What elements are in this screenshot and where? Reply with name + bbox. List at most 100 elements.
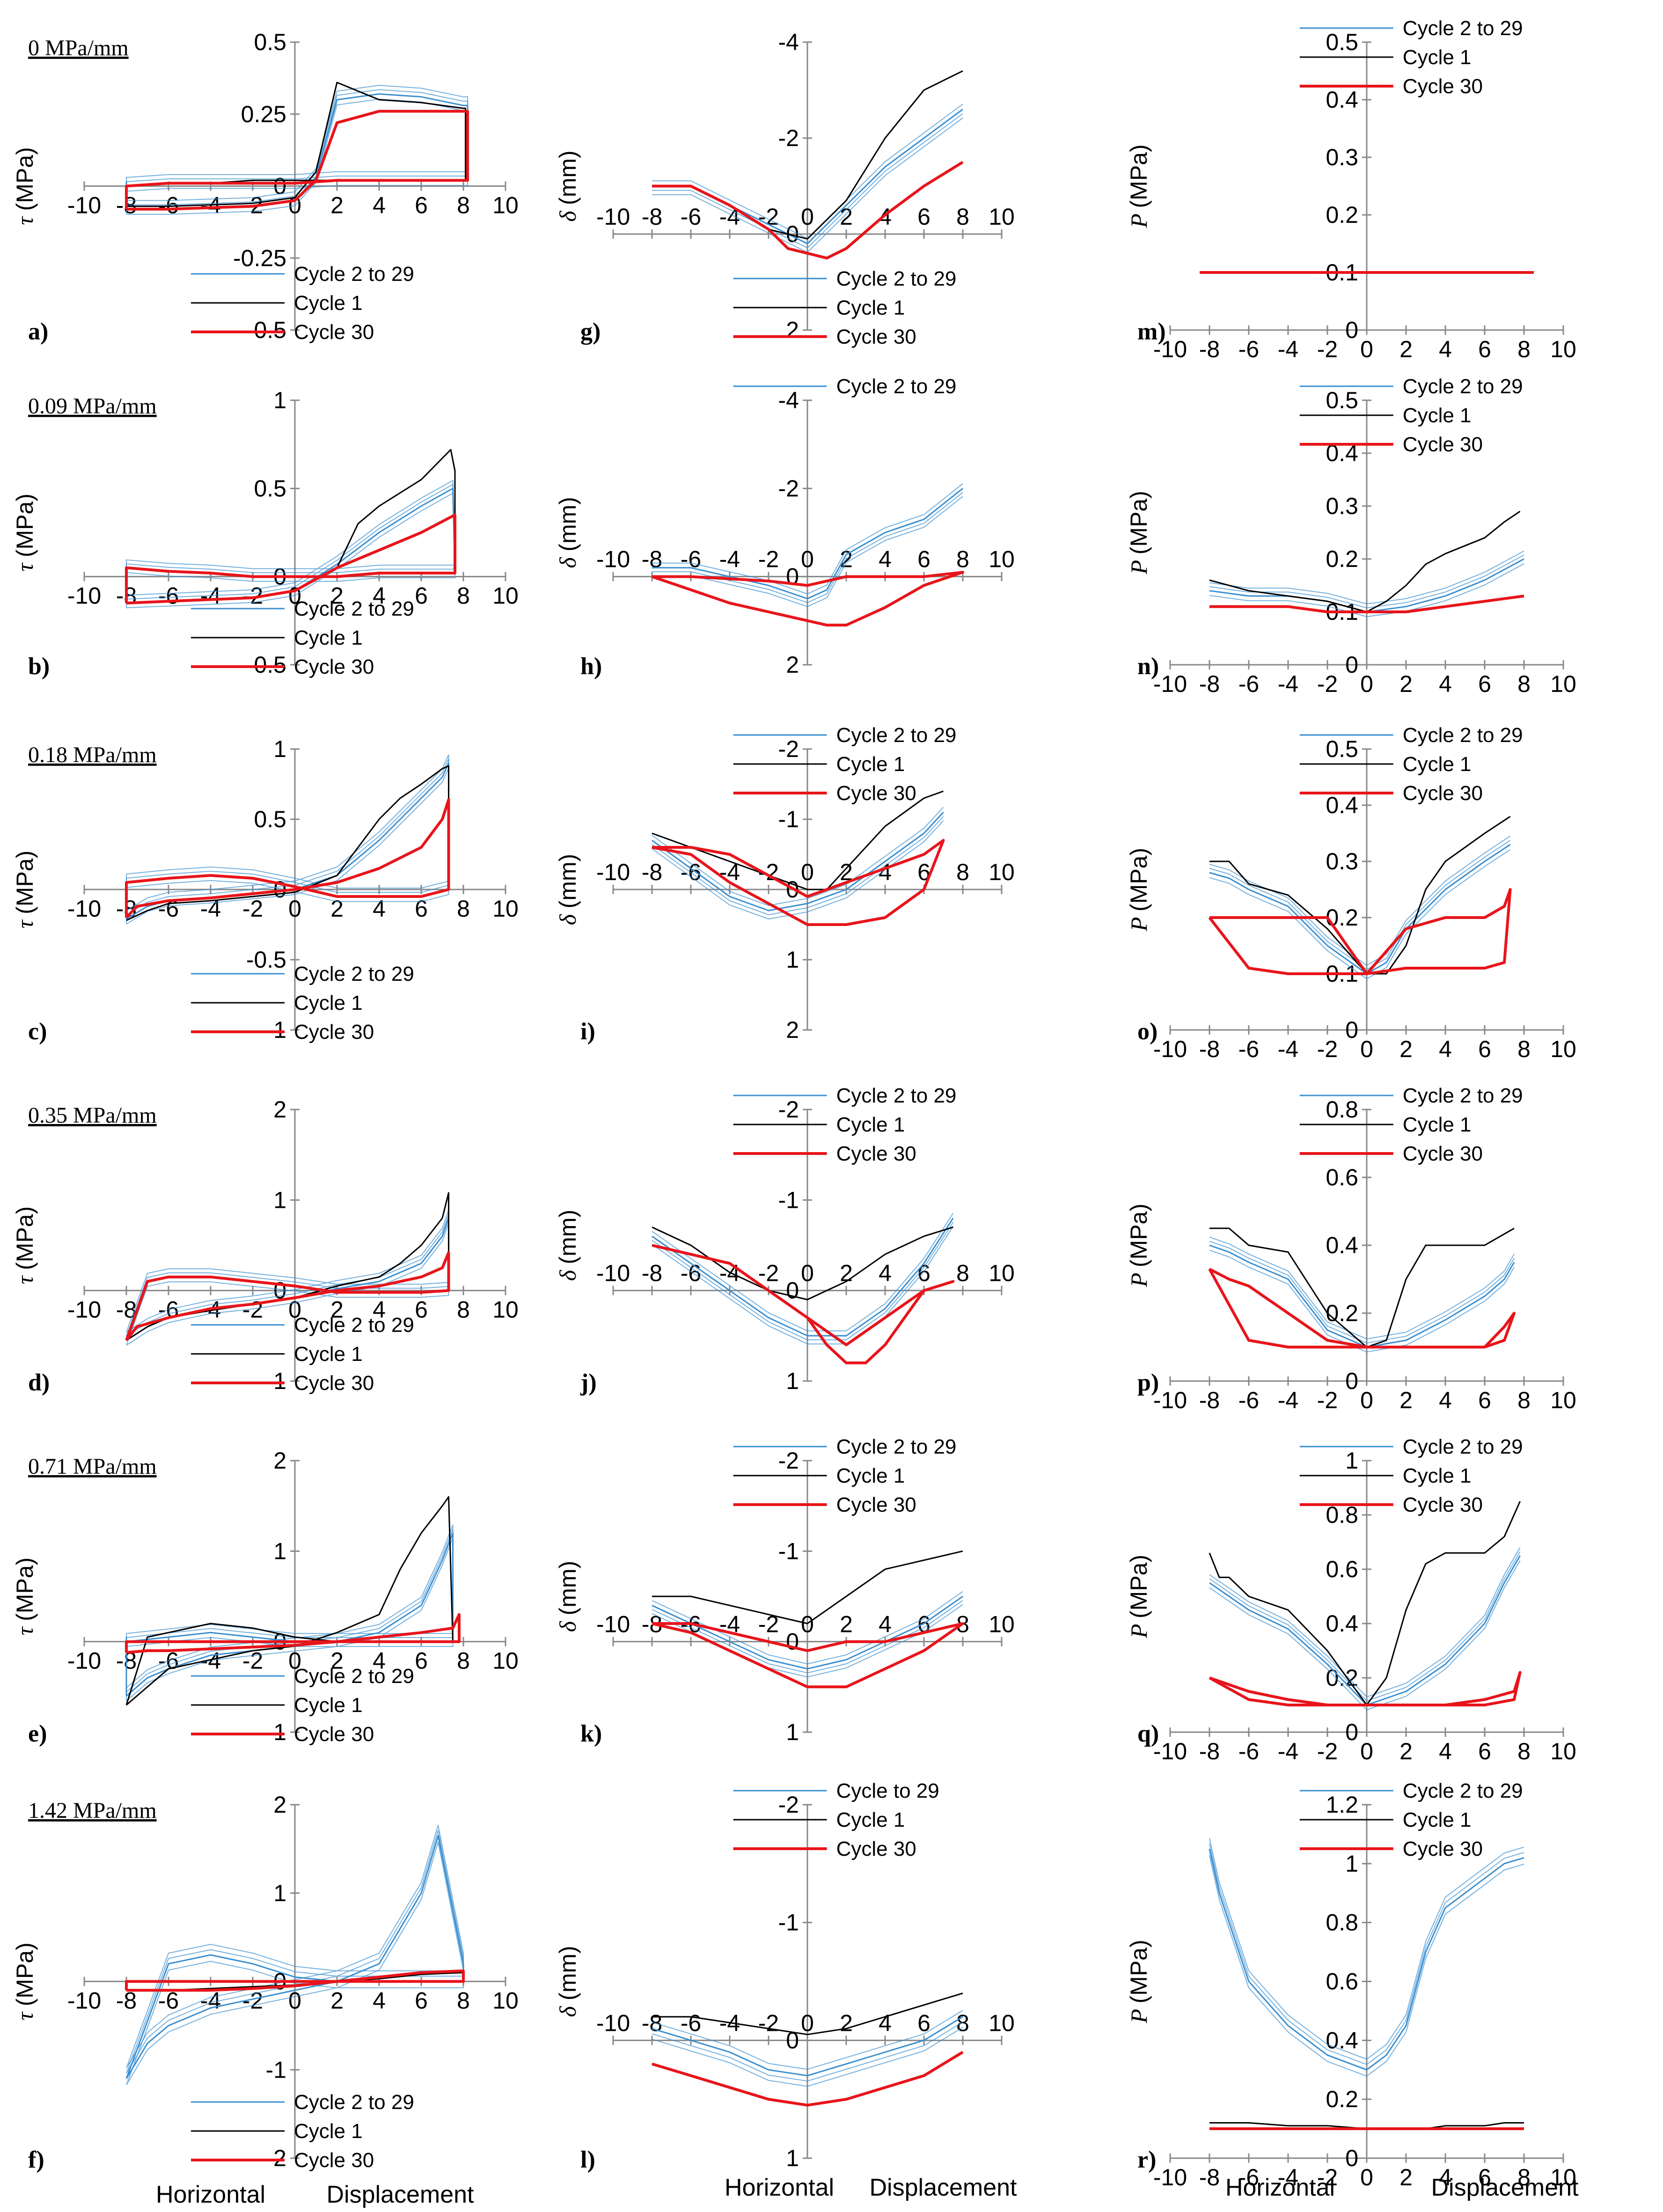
legend-label-g: Cycle 2 to 29 [836, 267, 957, 290]
y-tick-label-c: -1 [266, 1017, 286, 1043]
x-tick-label-i: 4 [879, 859, 892, 885]
x-tick-label-b: 8 [457, 583, 470, 609]
legend-label-n: Cycle 30 [1403, 433, 1483, 456]
panels: -10 -8 -6 -4 -2 0 2 4 6 8 100.50.250-0.25-0.5τ (MP… [12, 17, 1576, 2190]
legend-label-q: Cycle 30 [1403, 1493, 1483, 1516]
series-cycle-2-to-29-strand-p [1209, 1236, 1515, 1340]
x-tick-label-m: -4 [1278, 336, 1298, 362]
y-tick-label-j: 1 [786, 1368, 799, 1394]
x-tick-label-p: -8 [1199, 1387, 1220, 1413]
x-tick-label-o: 2 [1399, 1036, 1413, 1062]
y-tick-label-r: 1.2 [1326, 1792, 1358, 1818]
x-tick-label-q: 8 [1517, 1738, 1531, 1764]
x-tick-label-q: 0 [1360, 1738, 1373, 1764]
x-tick-label-h: 10 [989, 546, 1015, 573]
x-tick-label-c: 2 [330, 896, 344, 922]
x-tick-label-r: -8 [1199, 2164, 1220, 2190]
x-tick-label-j: 10 [989, 1260, 1015, 1286]
legend-label-d: Cycle 2 to 29 [294, 1314, 414, 1337]
legend-label-r: Cycle 1 [1403, 1808, 1472, 1831]
legend-label-c: Cycle 1 [294, 992, 363, 1014]
x-tick-label-l: 4 [879, 2010, 892, 2036]
x-tick-label-g: -4 [719, 204, 740, 230]
y-tick-label-f: -2 [266, 2145, 286, 2171]
series-cycle-2-to-29-strand-p [1209, 1241, 1515, 1344]
x-tick-label-p: -2 [1317, 1387, 1338, 1413]
legend-label-l: Cycle to 29 [836, 1779, 939, 1802]
y-tick-label-e: -1 [266, 1719, 286, 1745]
y-tick-label-q: 1 [1345, 1448, 1358, 1474]
y-tick-label-k: -2 [778, 1448, 799, 1474]
y-tick-label-o: 0.3 [1326, 848, 1358, 875]
x-tick-label-n: 10 [1550, 671, 1576, 697]
series-cycle-30-a [125, 110, 469, 211]
y-tick-label-n: 0 [1345, 652, 1358, 678]
y-tick-label-m: 0 [1345, 317, 1358, 343]
series-cycle-2-to-29-n [1209, 558, 1524, 613]
panel-label-q: q) [1137, 1720, 1159, 1747]
stiffness-label-b: 0.09 MPa/mm [28, 394, 157, 419]
legend-label-b: Cycle 30 [294, 655, 374, 678]
series-cycle-2-to-29-strand-j [652, 1226, 954, 1345]
series-cycle-2-to-29-strand-q [1209, 1551, 1521, 1702]
series-cycle-30-b [125, 513, 456, 605]
series-cycle-2-to-29-strand-h [652, 492, 963, 603]
y-tick-label-n: 0.5 [1326, 387, 1358, 413]
y-tick-label-h: 0 [786, 564, 799, 590]
x-tick-label-j: 0 [801, 1260, 814, 1286]
panel-label-g: g) [580, 318, 601, 345]
x-tick-label-e: 8 [457, 1648, 470, 1674]
legend-label-q: Cycle 2 to 29 [1403, 1435, 1523, 1458]
x-tick-label-d: 2 [330, 1297, 344, 1323]
y-tick-label-b: 0.5 [254, 475, 286, 501]
series-cycle-2-to-29-f [125, 1835, 464, 2079]
x-tick-label-n: 8 [1517, 671, 1531, 697]
x-tick-label-i: -8 [642, 859, 662, 885]
x-tick-label-r: 10 [1550, 2164, 1576, 2190]
y-tick-label-d: -1 [266, 1368, 286, 1394]
x-axis-label-horizontal-1: Horizontal [156, 2181, 265, 2208]
series-cycle-2-to-29-strand-n [1209, 554, 1524, 609]
x-axis-label-horizontal-2: Horizontal [725, 2174, 834, 2201]
y-axis-label-k: δ (mm) [555, 1561, 581, 1632]
legend-label-i: Cycle 30 [836, 782, 916, 805]
y-tick-label-p: 0.6 [1326, 1164, 1358, 1191]
x-tick-label-n: -6 [1238, 671, 1259, 697]
y-tick-label-d: 2 [273, 1096, 286, 1123]
x-tick-label-n: -2 [1317, 671, 1338, 697]
x-tick-label-f: 10 [492, 1988, 519, 2014]
y-axis-label-d: τ (MPa) [12, 1206, 38, 1285]
series-cycle-30-q [1209, 1671, 1522, 1706]
x-axis-label-displacement-2: Displacement [869, 2174, 1017, 2201]
y-tick-label-d: 1 [273, 1187, 286, 1213]
x-tick-label-m: 2 [1399, 336, 1413, 362]
series-cycle-30-i [652, 839, 945, 926]
x-tick-label-p: 8 [1517, 1387, 1531, 1413]
x-tick-label-p: -6 [1238, 1387, 1259, 1413]
legend-label-o: Cycle 1 [1403, 753, 1472, 776]
y-tick-label-j: 0 [786, 1278, 799, 1304]
panel-r: -10 -8 -6 -4 -2 0 2 4 6 8 101.210.80.60.40.20P (MP… [1126, 1779, 1576, 2190]
y-tick-label-n: 0.3 [1326, 493, 1358, 519]
y-axis-label-q: P (MPa) [1126, 1555, 1152, 1639]
x-tick-label-i: 0 [801, 859, 814, 885]
x-tick-label-n: -10 [1153, 671, 1187, 697]
y-tick-label-o: 0.4 [1326, 792, 1358, 818]
y-tick-label-a: -0.5 [246, 317, 286, 343]
legend-label-a: Cycle 1 [294, 292, 363, 315]
y-tick-label-c: 0.5 [254, 806, 286, 832]
panel-label-h: h) [580, 653, 602, 680]
x-tick-label-o: 6 [1478, 1036, 1491, 1062]
x-tick-label-c: 6 [415, 896, 428, 922]
x-tick-label-m: -6 [1238, 336, 1259, 362]
panel-label-e: e) [28, 1720, 47, 1747]
y-tick-label-q: 0.6 [1326, 1556, 1358, 1582]
y-tick-label-p: 0.8 [1326, 1096, 1358, 1123]
series-cycle-30-j [652, 1244, 955, 1365]
x-tick-label-c: 10 [492, 896, 519, 922]
series-cycle-2-to-29-strand-r [1209, 1838, 1524, 2060]
panel-label-n: n) [1137, 653, 1159, 680]
